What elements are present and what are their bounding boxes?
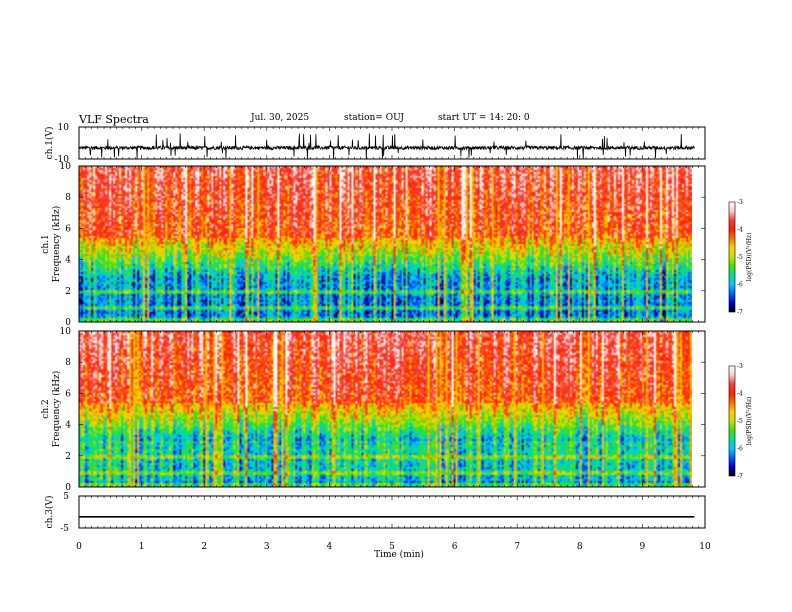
ch1-waveform-ylabel: ch.1(V): [44, 127, 55, 160]
ch2-colorbar: -3 -4 -5 -6 -7 log(PSD)(V²/Hz): [728, 363, 753, 480]
ch1-spectrogram-image: [79, 166, 692, 322]
ch3-ytick-top: 5: [63, 492, 69, 502]
ch1-spectrogram-ylabel-channel: ch.1: [41, 234, 51, 253]
colorbar-tick-label: -4: [737, 391, 743, 398]
x-tick-label: 7: [514, 542, 520, 552]
x-tick-label: 4: [327, 542, 333, 552]
colorbar-tick-label: -3: [737, 199, 743, 206]
ch1-colorbar: -3 -4 -5 -6 -7 log(PSD)(V²/Hz): [728, 199, 753, 316]
y-tick-label: 4: [65, 421, 71, 431]
ch2-spectrogram-panel: 0 2 4 6 8 10 ch.2 Frequency (kHz): [41, 327, 706, 493]
ch3-waveform-ticks: [78, 496, 706, 528]
y-tick-label: 10: [60, 327, 72, 337]
ch1-ytick-top: 10: [58, 123, 70, 133]
y-tick-label: 10: [60, 162, 72, 172]
x-tick-label: 9: [640, 542, 646, 552]
x-tick-label: 10: [699, 542, 711, 552]
colorbar-tick-label: -7: [737, 473, 743, 480]
y-tick-label: 6: [65, 224, 71, 234]
ch3-waveform-ylabel: ch.3(V): [44, 496, 55, 529]
ch1-waveform-panel: 10 -10 ch.1(V): [44, 123, 706, 165]
ch2-colorbar-ticks: -3 -4 -5 -6 -7: [737, 363, 743, 480]
ch2-spectrogram-image: [79, 331, 692, 487]
ch1-waveform-trace: [78, 133, 695, 160]
x-tick-label: 3: [264, 542, 270, 552]
colorbar-tick-label: -6: [737, 282, 743, 289]
ch1-spectrogram-ticks: [78, 166, 706, 322]
y-tick-label: 8: [65, 193, 71, 203]
station-label: station= OUJ: [344, 113, 405, 123]
y-tick-label: 2: [65, 452, 71, 462]
chart-title: VLF Spectra: [79, 113, 149, 126]
ch1-waveform-ticks: [78, 127, 706, 159]
x-tick-label: 0: [76, 542, 82, 552]
ch2-spectrogram-ylabel-frequency: Frequency (kHz): [51, 371, 62, 448]
colorbar-tick-label: -4: [737, 227, 743, 234]
colorbar-tick-label: -6: [737, 446, 743, 453]
colorbar-tick-label: -5: [737, 254, 743, 261]
y-tick-label: 4: [65, 256, 71, 266]
colorbar-tick-label: -3: [737, 363, 743, 370]
y-tick-label: 8: [65, 358, 71, 368]
ch2-colorbar-gradient: [728, 365, 736, 477]
ch3-waveform-frame: [78, 495, 706, 529]
x-tick-label: 1: [139, 542, 145, 552]
ch2-spectrogram-ticks: [78, 331, 706, 487]
y-tick-label: 2: [65, 287, 71, 297]
start-ut-label: start UT = 14: 20: 0: [438, 113, 530, 123]
ch1-colorbar-ticks: -3 -4 -5 -6 -7: [737, 199, 743, 316]
x-axis-label: Time (min): [374, 549, 424, 560]
x-tick-labels: 0 1 2 3 4 5 6 7 8 9 10: [76, 542, 711, 552]
ch1-ytick-bottom: -10: [55, 155, 70, 165]
ch1-colorbar-label: log(PSD)(V²/Hz): [746, 233, 753, 282]
ch2-colorbar-label: log(PSD)(V²/Hz): [746, 397, 753, 446]
ch2-spectrogram-ylabel-channel: ch.2: [41, 399, 51, 418]
x-tick-label: 5: [389, 542, 395, 552]
ch1-colorbar-gradient: [728, 201, 736, 313]
colorbar-tick-label: -7: [737, 309, 743, 316]
y-tick-label: 0: [65, 483, 71, 493]
y-tick-label: 6: [65, 389, 71, 399]
ch3-ytick-bottom: -5: [60, 524, 69, 534]
colorbar-tick-label: -5: [737, 418, 743, 425]
ch3-waveform-panel: 5 -5 ch.3(V) 0 1 2 3 4 5 6 7 8 9 10 Time (min): [44, 492, 711, 560]
y-tick-label: 0: [65, 318, 71, 328]
ch1-spectrogram-ylabel-frequency: Frequency (kHz): [51, 206, 62, 283]
date-label: Jul. 30, 2025: [251, 113, 310, 123]
ch1-spectrogram-yticklabels: 0 2 4 6 8 10: [60, 162, 705, 328]
x-tick-label: 8: [577, 542, 583, 552]
x-tick-label: 2: [201, 542, 207, 552]
x-tick-label: 6: [452, 542, 458, 552]
ch1-spectrogram-panel: 0 2 4 6 8 10 ch.1 Frequency (kHz): [41, 162, 706, 328]
ch2-spectrogram-yticklabels: 0 2 4 6 8 10: [60, 327, 705, 493]
